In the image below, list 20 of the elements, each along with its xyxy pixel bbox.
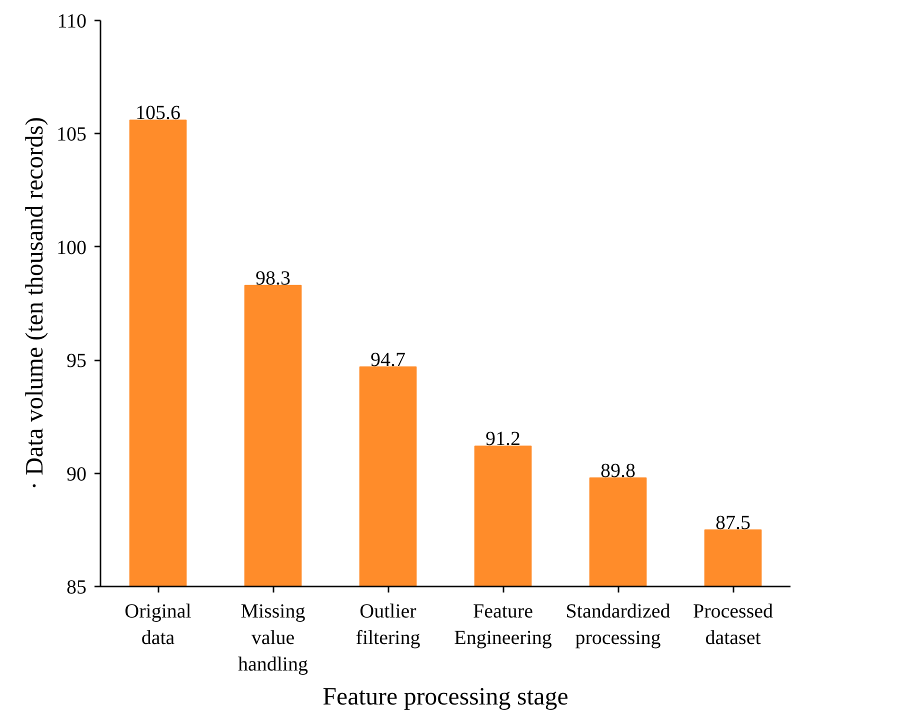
- y-tick-label: 95: [66, 350, 86, 372]
- y-axis-title: · Data volume (ten thousand records): [22, 117, 48, 490]
- data-label: 94.7: [370, 348, 406, 371]
- x-tick-label: Processed dataset: [693, 600, 773, 649]
- y-tick-label: 105: [56, 124, 86, 146]
- x-tick-label: Standardized processing: [566, 600, 670, 649]
- y-tick-label: 85: [66, 576, 86, 598]
- x-tick-label: Feature Engineering: [454, 600, 552, 649]
- data-label: 89.8: [600, 460, 636, 482]
- x-axis-title: Feature processing stage: [322, 683, 568, 710]
- data-label: 105.6: [136, 102, 180, 124]
- y-tick-label: 90: [66, 463, 86, 486]
- x-tick-label: Original data: [124, 600, 192, 649]
- data-label: 98.3: [256, 267, 290, 290]
- y-tick-label: 100: [56, 236, 86, 259]
- x-tick-label: Outlier filtering: [356, 600, 420, 649]
- x-tick-label: Missing value handling: [238, 600, 308, 676]
- data-label: 91.2: [486, 428, 520, 450]
- y-tick-label: 110: [57, 10, 87, 32]
- data-label: 87.5: [716, 512, 750, 534]
